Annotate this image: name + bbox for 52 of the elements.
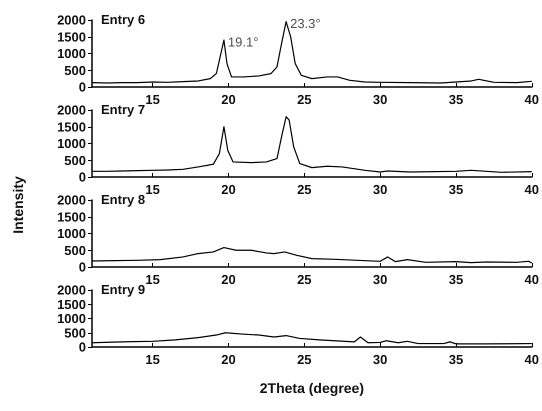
y-axis-title: Intensity (10, 176, 26, 234)
x-tick-label: 20 (221, 352, 236, 367)
y-tick-label: 500 (64, 152, 86, 168)
annotation: 19.1° (228, 34, 258, 50)
y-tick-label: 1500 (57, 119, 86, 134)
x-tick-label: 40 (524, 352, 540, 367)
annotation: 23.3° (290, 16, 321, 32)
x-tick-label: 35 (448, 352, 464, 367)
chart-title: Entry 6 (101, 12, 146, 27)
x-axis-title: 2Theta (degree) (260, 380, 364, 396)
y-tick-label: 2000 (57, 192, 86, 208)
x-tick-label: 30 (372, 352, 388, 367)
chart-title: Entry 7 (101, 102, 146, 117)
x-tick-label: 15 (145, 92, 160, 107)
x-tick-label: 25 (297, 272, 312, 287)
x-tick-label: 15 (145, 352, 160, 367)
x-tick-label: 35 (448, 92, 464, 107)
y-tick-label: 0 (78, 80, 86, 94)
x-tick-label: 25 (297, 352, 312, 367)
x-tick-label: 40 (524, 92, 540, 107)
x-tick-label: 20 (221, 272, 236, 287)
x-tick-label: 30 (372, 272, 388, 287)
x-tick-label: 25 (297, 92, 312, 107)
x-tick-label: 35 (448, 182, 464, 197)
x-tick-label: 30 (372, 92, 388, 107)
x-tick-label: 40 (524, 272, 540, 287)
x-tick-label: 25 (297, 182, 312, 197)
y-tick-label: 2000 (57, 12, 86, 28)
y-tick-label: 500 (64, 62, 86, 78)
chart-title: Entry 8 (101, 192, 146, 207)
y-tick-label: 0 (78, 340, 86, 354)
x-tick-label: 15 (145, 272, 160, 287)
x-tick-label: 15 (145, 182, 160, 197)
y-tick-label: 1000 (57, 136, 86, 151)
chart-title: Entry 9 (101, 282, 146, 297)
x-tick-label: 35 (448, 272, 464, 287)
y-tick-label: 1000 (57, 46, 86, 61)
x-tick-label: 30 (372, 182, 388, 197)
x-tick-label: 40 (524, 182, 540, 197)
y-tick-label: 1500 (57, 29, 86, 44)
y-tick-label: 500 (64, 325, 86, 340)
x-tick-label: 20 (221, 182, 236, 197)
y-tick-label: 2000 (57, 282, 86, 298)
y-tick-label: 0 (78, 170, 86, 184)
y-tick-label: 500 (64, 242, 86, 258)
y-tick-label: 0 (78, 260, 86, 274)
y-tick-label: 2000 (57, 102, 86, 118)
y-tick-label: 1500 (57, 296, 86, 312)
y-tick-label: 1000 (57, 226, 86, 241)
y-tick-label: 1500 (57, 209, 86, 224)
x-tick-label: 20 (221, 92, 236, 107)
y-tick-label: 1000 (57, 311, 86, 326)
